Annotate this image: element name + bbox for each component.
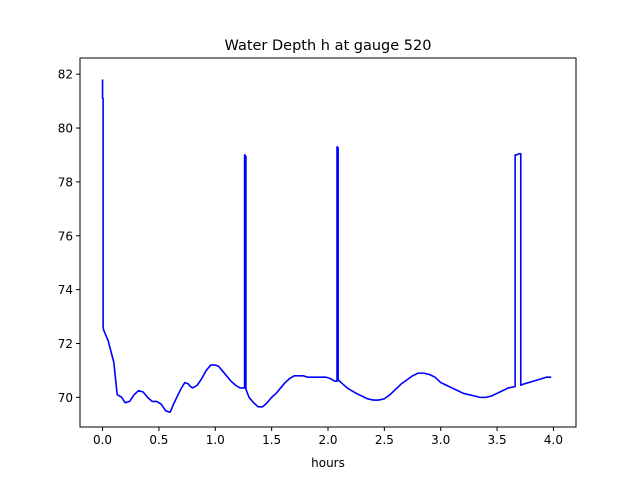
x-tick-label: 3.0: [431, 433, 450, 447]
plot-frame: [79, 57, 577, 428]
x-tick-label: 2.0: [318, 433, 337, 447]
y-tick-label: 80: [58, 122, 73, 136]
plot-area: [101, 79, 552, 413]
y-tick-label: 78: [58, 175, 73, 189]
x-axis-label: hours: [311, 456, 345, 470]
x-tick-label: 4.0: [544, 433, 563, 447]
x-tick-label: 0.0: [93, 433, 112, 447]
x-tick-label: 1.0: [206, 433, 225, 447]
y-tick-label: 74: [58, 283, 73, 297]
y-axis: 70 72 74 76 78 80 82: [58, 68, 80, 405]
x-tick-label: 3.5: [488, 433, 507, 447]
y-tick-label: 76: [58, 229, 73, 243]
series-line-0: [101, 79, 552, 413]
x-tick-label: 1.5: [262, 433, 281, 447]
x-axis: 0.0 0.5 1.0 1.5 2.0 2.5 3.0 3.5 4.0: [93, 427, 563, 447]
y-tick-label: 82: [58, 68, 73, 82]
x-tick-label: 2.5: [375, 433, 394, 447]
x-tick-label: 0.5: [149, 433, 168, 447]
chart-title: Water Depth h at gauge 520: [225, 38, 432, 54]
y-tick-label: 72: [58, 337, 73, 351]
y-tick-label: 70: [58, 391, 73, 405]
